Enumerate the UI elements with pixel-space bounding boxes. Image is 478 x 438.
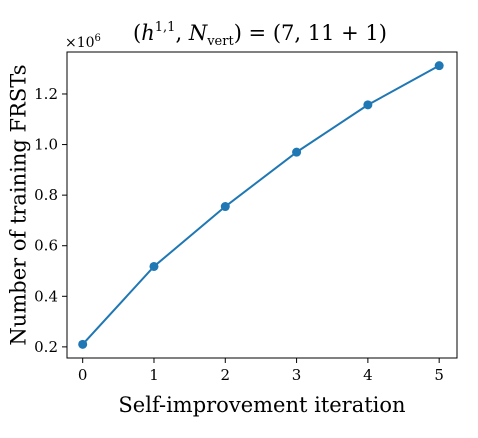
series-layer [78,61,444,349]
x-axis-ticks: 0 1 2 3 4 5 [78,358,444,384]
data-point [78,339,88,349]
x-tick-label: 2 [221,366,231,384]
data-point [363,100,373,110]
x-axis-label: Self-improvement iteration [118,393,405,417]
title-h-sup: 1,1 [155,20,176,35]
y-tick-label: 0.2 [34,338,58,356]
chart-title: (h1,1, Nvert) = (7, 11 + 1) [133,20,387,49]
title-sep: , [175,21,188,45]
y-tick-label: 0.6 [34,237,58,255]
plot-frame [66,51,458,359]
x-tick-label: 1 [149,366,159,384]
x-tick-label: 3 [292,366,302,384]
y-tick-label: 0.8 [34,186,58,204]
y-axis-ticks: 0.2 0.4 0.6 0.8 1.0 1.2 [34,85,67,356]
y-tick-label: 1.2 [34,85,58,103]
data-point [292,147,302,157]
title-rest: ) = (7, 11 + 1) [234,21,387,45]
y-offset-prefix: ×10 [65,35,95,51]
title-open: ( [133,21,141,45]
y-offset-exp: 6 [95,33,101,44]
y-tick-label: 1.0 [34,136,58,154]
title-n: N [188,21,208,45]
data-point [434,61,444,71]
x-tick-label: 4 [363,366,373,384]
y-axis-label: Number of training FRSTs [7,64,31,345]
y-offset-text: ×106 [65,33,101,51]
title-h: h [141,21,155,45]
y-tick-label: 0.4 [34,287,58,305]
x-tick-label: 0 [78,366,88,384]
x-tick-label: 5 [434,366,444,384]
data-point [149,261,159,271]
data-point [220,202,230,212]
title-n-sub: vert [206,34,234,49]
series-line [81,64,440,346]
